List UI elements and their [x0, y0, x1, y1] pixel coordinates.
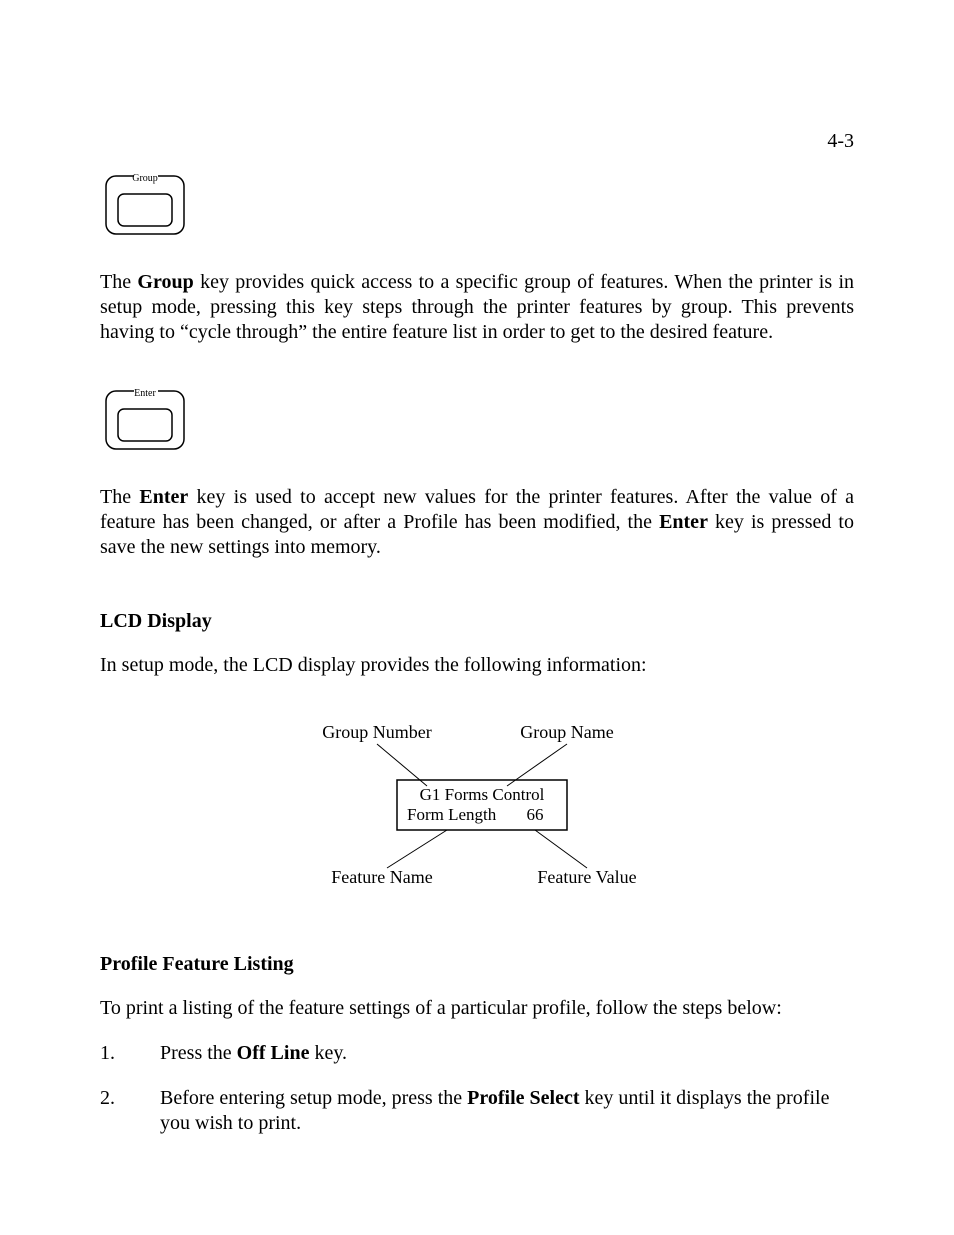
lcd-line2-name: Form Length	[407, 805, 497, 824]
lcd-line2-value: 66	[527, 805, 544, 824]
enter-key-paragraph: The Enter key is used to accept new valu…	[100, 485, 854, 560]
lcd-intro: In setup mode, the LCD display provides …	[100, 653, 854, 678]
enter-key-icon: Enter	[100, 385, 190, 455]
lcd-heading: LCD Display	[100, 610, 854, 633]
label-group-name: Group Name	[520, 722, 613, 742]
step-number: 2.	[100, 1086, 160, 1136]
page-number: 4-3	[827, 130, 854, 153]
profile-steps: 1. Press the Off Line key. 2. Before ent…	[100, 1041, 854, 1136]
text-run: Press the	[160, 1042, 237, 1064]
profile-heading: Profile Feature Listing	[100, 953, 854, 976]
group-key-icon: Group	[100, 170, 190, 240]
enter-bold-2: Enter	[659, 511, 708, 533]
step-bold: Profile Select	[467, 1087, 579, 1109]
step-text: Before entering setup mode, press the Pr…	[160, 1086, 854, 1136]
document-page: 4-3 Group The Group key provides quick a…	[0, 0, 954, 1235]
enter-key-figure: Enter	[100, 385, 854, 455]
enter-key-label: Enter	[134, 388, 156, 399]
group-bold: Group	[137, 271, 193, 293]
label-group-number: Group Number	[322, 722, 431, 742]
step-bold: Off Line	[237, 1042, 310, 1064]
enter-bold-1: Enter	[139, 486, 188, 508]
group-key-paragraph: The Group key provides quick access to a…	[100, 270, 854, 345]
label-feature-value: Feature Value	[537, 867, 636, 887]
text-run: key provides quick access to a specific …	[100, 271, 854, 343]
list-item: 1. Press the Off Line key.	[100, 1041, 854, 1066]
step-number: 1.	[100, 1041, 160, 1066]
profile-intro: To print a listing of the feature settin…	[100, 996, 854, 1021]
text-run: Before entering setup mode, press the	[160, 1087, 467, 1109]
text-run: key.	[309, 1042, 347, 1064]
lcd-diagram-svg: Group Number Group Name G1 Forms Control…	[297, 718, 657, 898]
group-key-figure: Group	[100, 170, 854, 240]
text-run: The	[100, 486, 139, 508]
lcd-line1: G1 Forms Control	[420, 785, 545, 804]
group-key-label: Group	[132, 173, 158, 184]
lcd-diagram: Group Number Group Name G1 Forms Control…	[297, 718, 657, 903]
list-item: 2. Before entering setup mode, press the…	[100, 1086, 854, 1136]
label-feature-name: Feature Name	[331, 867, 432, 887]
step-text: Press the Off Line key.	[160, 1041, 854, 1066]
text-run: The	[100, 271, 137, 293]
